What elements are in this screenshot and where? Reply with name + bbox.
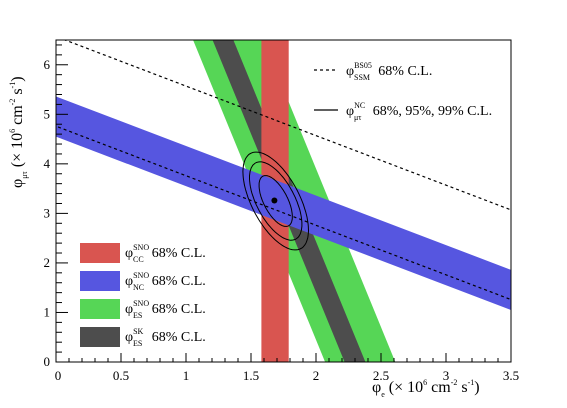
ticks-layer: 0 0.5 1 1.5 2 2.5 3 3.5 0 1 2 3 4 5 6 bbox=[44, 44, 519, 383]
x-tick-label: 3 bbox=[443, 368, 450, 383]
x-axis-title: φe (× 106 cm-2 s-1) bbox=[372, 378, 480, 399]
legend-text: 68%, 95%, 99% C.L. bbox=[369, 104, 492, 119]
legend-text: 68% C.L. bbox=[375, 64, 433, 79]
legend-label-contour: φNC μτ 68%, 95%, 99% C.L. bbox=[346, 101, 492, 122]
x-tick-label: 1.5 bbox=[243, 368, 259, 383]
legend-subscript: NC bbox=[133, 283, 144, 292]
legend-swatch-es bbox=[80, 299, 120, 319]
x-tick-label: 1 bbox=[183, 368, 190, 383]
legend-text: 68% C.L. bbox=[148, 246, 206, 261]
legend-text: 68% C.L. bbox=[148, 330, 206, 345]
contour-68 bbox=[258, 175, 293, 227]
legend-superscript: NC bbox=[354, 101, 365, 110]
legend-symbol: φ bbox=[125, 330, 133, 345]
x-tick-label: 2.5 bbox=[373, 368, 389, 383]
y-axis-title: φμτ (× 106 cm-2 s-1) bbox=[8, 76, 29, 188]
contour-95 bbox=[249, 161, 303, 241]
ssm-lines-layer bbox=[56, 40, 511, 301]
legend-superscript: BS05 bbox=[354, 61, 372, 70]
y-tick-label: 2 bbox=[44, 255, 51, 270]
legend-label-es: φSNO ES 68% C.L. bbox=[125, 299, 206, 320]
x-tick-label: 2 bbox=[313, 368, 320, 383]
x-tick-label: 3.5 bbox=[503, 368, 519, 383]
y-tick-label: 4 bbox=[44, 156, 51, 171]
legend-swatch-cc bbox=[80, 243, 120, 263]
axis-title-layer: φe (× 106 cm-2 s-1) φμτ (× 106 cm-2 s-1) bbox=[8, 76, 480, 399]
legend-symbol: φ bbox=[125, 274, 133, 289]
contour-layer bbox=[242, 151, 310, 251]
line-ssm-upper bbox=[63, 40, 511, 211]
legend-symbol: φ bbox=[125, 246, 133, 261]
legend-symbol: φ bbox=[125, 302, 133, 317]
band-nc-sno bbox=[56, 96, 511, 310]
y-tick-label: 5 bbox=[44, 106, 51, 121]
y-tick-label: 3 bbox=[44, 205, 51, 220]
legend-symbol: φ bbox=[346, 104, 354, 119]
legend-subscript: ES bbox=[133, 311, 142, 320]
legend-swatch-essk bbox=[80, 327, 120, 347]
legend-superscript: SNO bbox=[133, 243, 149, 252]
legend-label-nc: φSNO NC 68% C.L. bbox=[125, 271, 206, 292]
y-tick-label: 0 bbox=[44, 354, 51, 369]
legend-layer: φBS05 SSM 68% C.L.φNC μτ 68%, 95%, 99% C.L… bbox=[80, 61, 492, 348]
legend-swatch-nc bbox=[80, 271, 120, 291]
plot-frame bbox=[55, 39, 512, 363]
legend-text: 68% C.L. bbox=[148, 274, 206, 289]
legend-subscript: SSM bbox=[354, 73, 370, 82]
y-tick-label: 6 bbox=[44, 57, 51, 72]
legend-superscript: SK bbox=[133, 327, 143, 336]
legend-label-ssm: φBS05 SSM 68% C.L. bbox=[346, 61, 432, 82]
contour-99 bbox=[242, 151, 310, 251]
legend-superscript: SNO bbox=[133, 271, 149, 280]
legend-symbol: φ bbox=[346, 64, 354, 79]
line-ssm-lower bbox=[56, 125, 511, 301]
legend-subscript: ES bbox=[133, 339, 142, 348]
legend-superscript: SNO bbox=[133, 299, 149, 308]
x-tick-label: 0.5 bbox=[113, 368, 129, 383]
best-fit-point bbox=[271, 197, 278, 204]
legend-text: 68% C.L. bbox=[148, 302, 206, 317]
legend-label-essk: φSK ES 68% C.L. bbox=[125, 327, 206, 348]
legend-subscript: CC bbox=[133, 255, 144, 264]
x-tick-label: 0 bbox=[55, 368, 62, 383]
legend-subscript: μτ bbox=[354, 113, 362, 122]
y-tick-label: 1 bbox=[44, 304, 51, 319]
legend-label-cc: φSNO CC 68% C.L. bbox=[125, 243, 206, 264]
